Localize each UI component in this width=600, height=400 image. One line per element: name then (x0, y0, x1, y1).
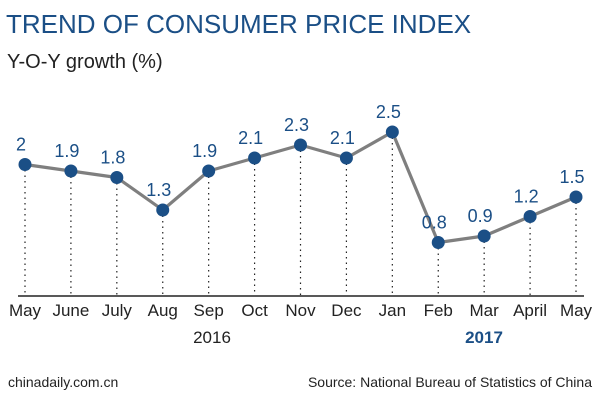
data-label-7: 2.1 (330, 128, 355, 148)
data-label-12: 1.5 (559, 167, 584, 187)
data-label-5: 2.1 (238, 128, 263, 148)
data-markers (18, 125, 583, 249)
year-label-2016: 2016 (193, 328, 231, 347)
data-label-1: 1.9 (54, 141, 79, 161)
data-label-11: 1.2 (514, 187, 539, 207)
x-tick-label-8: Jan (379, 301, 406, 320)
data-label-0: 2 (16, 135, 26, 155)
x-tick-label-3: Aug (148, 301, 178, 320)
data-label-10: 0.9 (468, 206, 493, 226)
data-point-7 (339, 151, 353, 165)
data-label-9: 0.8 (422, 213, 447, 233)
x-tick-label-7: Dec (331, 301, 362, 320)
x-tick-label-2: July (102, 301, 133, 320)
chart-title: TREND OF CONSUMER PRICE INDEX (6, 9, 471, 39)
x-tick-label-4: Sep (194, 301, 224, 320)
data-point-8 (385, 125, 399, 139)
x-tick-label-0: May (9, 301, 42, 320)
data-labels: 2 1.9 1.8 1.3 1.9 2.1 2.3 2.1 2.5 0.8 0.9 1.2 1.5 (16, 102, 585, 233)
data-label-4: 1.9 (192, 141, 217, 161)
data-label-3: 1.3 (146, 180, 171, 200)
x-tick-label-1: June (52, 301, 89, 320)
data-label-2: 1.8 (100, 148, 125, 168)
year-label-2017: 2017 (465, 328, 503, 347)
x-tick-label-6: Nov (285, 301, 316, 320)
data-point-4 (202, 164, 216, 178)
data-point-5 (248, 151, 262, 165)
x-tick-label-10: Mar (470, 301, 500, 320)
data-point-10 (477, 229, 491, 243)
data-label-6: 2.3 (284, 115, 309, 135)
data-label-8: 2.5 (376, 102, 401, 122)
x-tick-labels: May June July Aug Sep Oct Nov Dec Jan Feb Mar April… (9, 301, 593, 320)
data-point-2 (110, 171, 124, 184)
data-point-0 (18, 158, 32, 171)
data-point-9 (431, 236, 445, 249)
footer-source-site: chinadaily.com.cn (8, 374, 118, 390)
data-point-1 (64, 164, 78, 178)
x-tick-label-5: Oct (241, 301, 268, 320)
x-tick-label-11: April (513, 301, 547, 320)
data-point-12 (569, 190, 583, 204)
footer-data-source: Source: National Bureau of Statistics of… (308, 374, 592, 390)
data-point-6 (294, 138, 307, 152)
data-point-3 (156, 203, 170, 217)
x-tick-label-9: Feb (424, 301, 453, 320)
drop-lines (24, 132, 577, 296)
data-point-11 (523, 210, 537, 223)
y-axis-label: Y-O-Y growth (%) (7, 51, 163, 73)
x-tick-label-12: May (560, 301, 593, 320)
